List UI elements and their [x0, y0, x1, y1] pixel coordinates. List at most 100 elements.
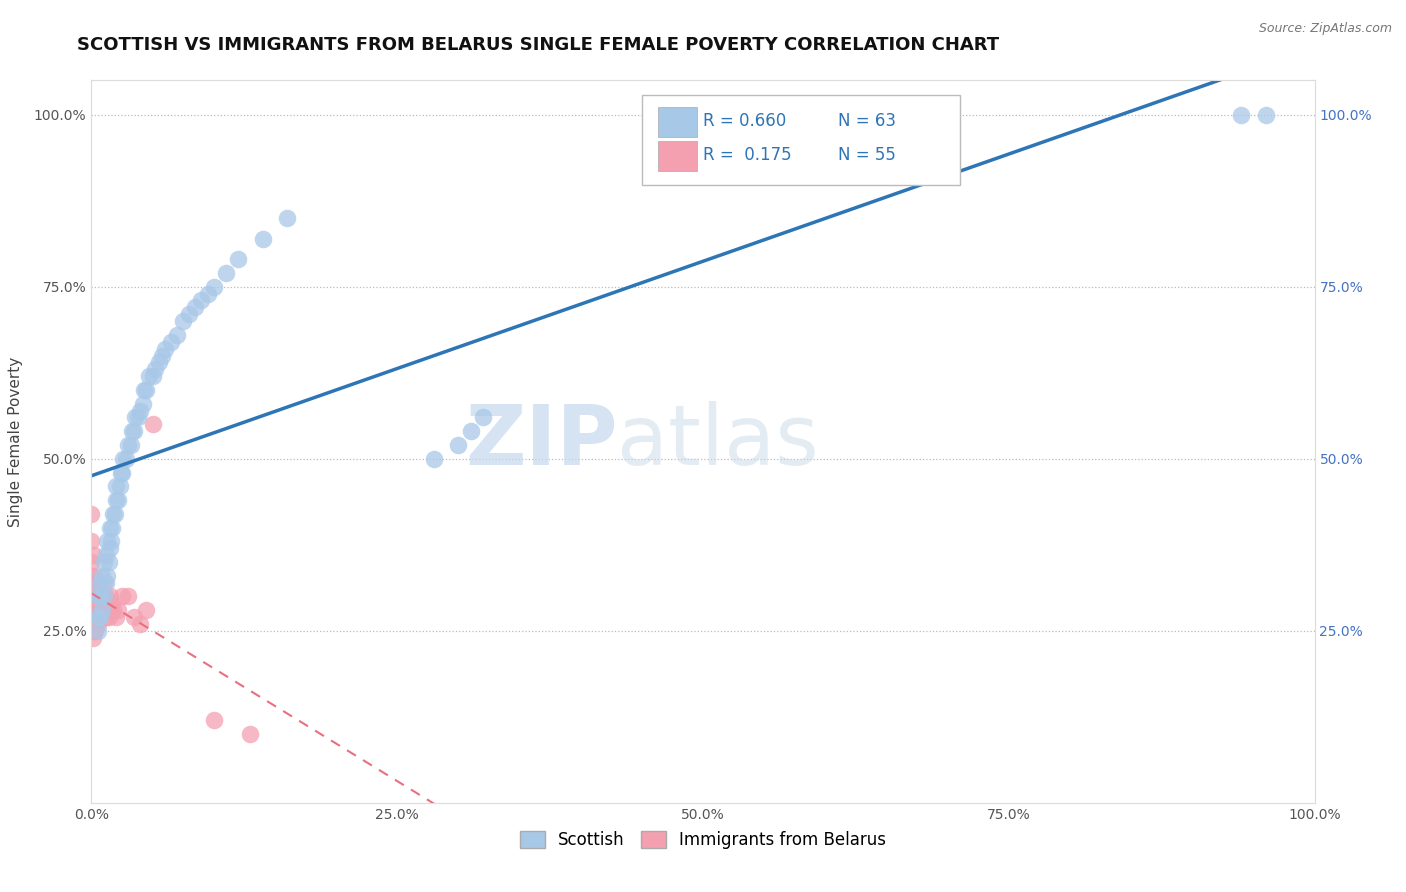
Point [197, 286, 219, 301]
Point [160, 334, 183, 349]
Point [153, 342, 176, 356]
Text: Source: ZipAtlas.com: Source: ZipAtlas.com [1258, 22, 1392, 36]
Point [104, 479, 127, 493]
Point [83, 548, 105, 562]
Point [86, 624, 108, 638]
Point [107, 493, 129, 508]
Point [135, 603, 157, 617]
Point [89, 590, 111, 604]
Point [82, 603, 104, 617]
Point [104, 493, 127, 508]
Point [87, 610, 110, 624]
Point [93, 603, 115, 617]
Point [101, 520, 124, 534]
Point [117, 590, 139, 604]
Point [138, 369, 160, 384]
Text: atlas: atlas [617, 401, 820, 482]
Text: N = 63: N = 63 [838, 112, 896, 130]
Point [107, 603, 129, 617]
Point [447, 438, 470, 452]
Point [103, 603, 125, 617]
Point [103, 507, 125, 521]
Point [179, 307, 201, 321]
Point [104, 610, 127, 624]
Point [98, 603, 121, 617]
Text: SCOTTISH VS IMMIGRANTS FROM BELARUS SINGLE FEMALE POVERTY CORRELATION CHART: SCOTTISH VS IMMIGRANTS FROM BELARUS SING… [77, 36, 1000, 54]
Point [114, 451, 136, 466]
Point [84, 590, 107, 604]
Point [172, 314, 194, 328]
Point [96, 568, 118, 582]
Point [1254, 108, 1277, 122]
Point [89, 590, 111, 604]
Point [132, 383, 155, 397]
Point [127, 410, 149, 425]
Point [94, 575, 117, 590]
Point [80, 555, 103, 569]
Point [86, 610, 108, 624]
Point [202, 713, 225, 727]
Point [132, 397, 155, 411]
Point [83, 624, 105, 638]
Point [108, 479, 131, 493]
Point [80, 596, 103, 610]
Point [150, 349, 173, 363]
Point [143, 362, 166, 376]
Point [252, 231, 274, 245]
Point [86, 603, 108, 617]
Point [84, 603, 107, 617]
Point [104, 507, 127, 521]
Point [226, 252, 249, 267]
Point [121, 424, 143, 438]
Text: N = 55: N = 55 [838, 146, 896, 164]
Point [87, 590, 110, 604]
Point [82, 631, 104, 645]
Point [471, 410, 494, 425]
Point [84, 603, 107, 617]
Point [98, 520, 121, 534]
Point [89, 610, 111, 624]
Point [80, 507, 103, 521]
Point [129, 403, 152, 417]
Point [84, 582, 107, 597]
Point [124, 410, 146, 425]
Point [148, 355, 170, 369]
FancyBboxPatch shape [643, 95, 960, 185]
Point [190, 293, 212, 308]
Point [82, 616, 104, 631]
FancyBboxPatch shape [658, 107, 697, 137]
Point [83, 610, 105, 624]
Point [96, 534, 118, 549]
Point [80, 610, 103, 624]
Point [80, 534, 103, 549]
Point [276, 211, 298, 225]
Point [86, 590, 108, 604]
Point [122, 610, 145, 624]
Point [101, 596, 124, 610]
Point [117, 438, 139, 452]
Point [110, 466, 132, 480]
Text: ZIP: ZIP [465, 401, 617, 482]
Point [120, 438, 142, 452]
Point [80, 582, 103, 597]
Point [84, 616, 107, 631]
Point [460, 424, 482, 438]
Point [84, 624, 107, 638]
Point [93, 575, 115, 590]
Text: R = 0.660: R = 0.660 [703, 112, 786, 130]
Point [166, 327, 188, 342]
Point [86, 616, 108, 631]
Point [96, 603, 118, 617]
Point [83, 568, 105, 582]
Point [129, 616, 152, 631]
Point [82, 590, 104, 604]
Point [89, 575, 111, 590]
Point [111, 466, 134, 480]
Point [80, 568, 103, 582]
Y-axis label: Single Female Poverty: Single Female Poverty [8, 357, 22, 526]
Point [94, 548, 117, 562]
Text: R =  0.175: R = 0.175 [703, 146, 792, 164]
Point [423, 451, 446, 466]
Point [94, 590, 117, 604]
Point [141, 417, 163, 432]
